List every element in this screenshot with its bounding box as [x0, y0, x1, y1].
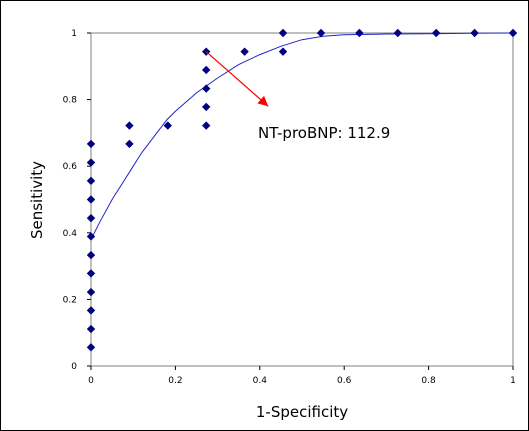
fitted-curve	[90, 32, 514, 240]
x-axis-title: 1-Specificity	[256, 403, 348, 421]
y-tick-label: 0.8	[63, 96, 78, 106]
data-point	[86, 232, 96, 241]
data-point	[278, 28, 288, 38]
data-point	[393, 28, 402, 38]
curve-line	[90, 32, 514, 240]
data-point	[86, 324, 96, 334]
data-point	[316, 28, 326, 38]
x-tick-label: 0	[88, 376, 94, 386]
data-point	[86, 343, 96, 352]
data-point	[125, 121, 134, 130]
data-point	[86, 139, 96, 149]
x-tick-label: 0.6	[337, 376, 352, 386]
data-point	[508, 28, 518, 38]
x-tick-label: 0.2	[168, 376, 182, 386]
data-point	[278, 47, 288, 56]
x-tick-label: 0.4	[253, 376, 268, 386]
y-tick-label: 1	[71, 29, 77, 39]
data-point	[355, 28, 364, 38]
data-point	[125, 139, 134, 149]
data-point	[470, 28, 479, 38]
annotation-group: NT-proBNP: 112.9	[205, 51, 390, 142]
y-axis-title: Sensitivity	[28, 161, 46, 239]
data-point	[431, 28, 441, 38]
x-tick-label: 0.8	[421, 376, 436, 386]
y-tick-label: 0.4	[63, 229, 78, 239]
data-point	[86, 213, 96, 223]
data-point	[86, 195, 96, 204]
data-point	[86, 176, 96, 186]
data-point	[202, 102, 211, 112]
data-point	[86, 287, 96, 297]
y-tick-label: 0.2	[63, 295, 77, 305]
data-point	[202, 121, 211, 130]
data-point	[163, 121, 173, 130]
y-tick-label: 0	[71, 362, 77, 372]
data-point	[86, 269, 96, 278]
data-point	[240, 47, 249, 56]
annotation-arrow-head	[257, 95, 269, 107]
data-point	[86, 306, 96, 315]
data-point	[202, 84, 211, 93]
plot-area	[90, 32, 514, 367]
tick-group: 0 0.2 0.4 0.6 0.8 1 0 0.2 0.4 0.6 0.8 1	[63, 29, 516, 386]
y-tick-label: 0.6	[63, 162, 78, 172]
annotation-label: NT-proBNP: 112.9	[258, 124, 390, 142]
data-point	[86, 158, 96, 167]
data-point	[202, 65, 211, 75]
annotation-arrow-line	[205, 51, 269, 107]
x-tick-label: 1	[510, 376, 516, 386]
data-point	[86, 250, 96, 260]
